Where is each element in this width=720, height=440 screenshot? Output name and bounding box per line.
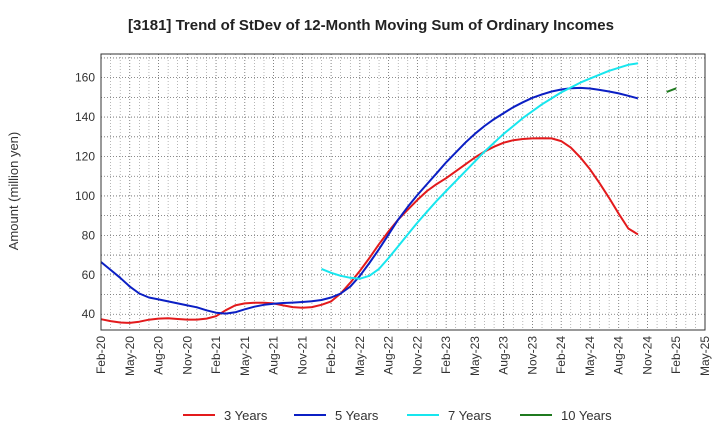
- series-lines: [100, 62, 677, 324]
- x-tick-label: Aug-24: [612, 336, 626, 375]
- x-tick-label: May-24: [583, 336, 597, 376]
- chart-title: [3181] Trend of StDev of 12-Month Moving…: [128, 17, 614, 34]
- plot-area: [100, 53, 706, 331]
- x-tick-label: Nov-21: [295, 336, 309, 375]
- y-tick-label: 140: [75, 110, 95, 124]
- legend: 3 Years 5 Years 7 Years 10 Years: [183, 408, 612, 423]
- x-tick-label: Feb-20: [94, 336, 108, 374]
- y-tick-label: 160: [75, 71, 95, 85]
- x-tick-label: May-22: [353, 336, 367, 376]
- grid-lines: [100, 54, 706, 330]
- y-tick-label: 120: [75, 150, 95, 164]
- legend-label: 7 Years: [448, 408, 492, 423]
- x-tick-label: Nov-20: [180, 336, 194, 375]
- x-axis-ticks: Feb-20 May-20 Aug-20 Nov-20 Feb-21 May-21 Aug-…: [94, 336, 712, 376]
- y-tick-label: 100: [75, 189, 95, 203]
- x-tick-label: Aug-22: [382, 336, 396, 375]
- y-axis-ticks: 40 60 80 100 120 140 160: [75, 71, 95, 322]
- series-line-10-years: [666, 87, 677, 93]
- y-tick-label: 80: [82, 228, 96, 242]
- x-tick-label: Nov-24: [640, 336, 654, 375]
- y-axis-label: Amount (million yen): [6, 132, 21, 251]
- y-tick-label: 40: [82, 307, 96, 321]
- x-tick-label: Aug-23: [497, 336, 511, 375]
- x-tick-label: Feb-24: [554, 336, 568, 374]
- x-tick-label: Aug-20: [152, 336, 166, 375]
- x-tick-label: Nov-22: [410, 336, 424, 375]
- series-line-7-years: [321, 62, 639, 280]
- x-tick-label: May-25: [698, 336, 712, 376]
- legend-label: 10 Years: [561, 408, 612, 423]
- x-tick-label: May-20: [123, 336, 137, 376]
- x-tick-label: Nov-23: [525, 336, 539, 375]
- series-line-5-years: [100, 86, 639, 315]
- x-tick-label: May-23: [468, 336, 482, 376]
- x-tick-label: Aug-21: [267, 336, 281, 375]
- legend-label: 5 Years: [335, 408, 379, 423]
- x-tick-label: Feb-25: [669, 336, 683, 374]
- x-tick-label: Feb-21: [209, 336, 223, 374]
- x-tick-label: May-21: [238, 336, 252, 376]
- x-tick-label: Feb-22: [324, 336, 338, 374]
- y-tick-label: 60: [82, 268, 96, 282]
- x-tick-label: Feb-23: [439, 336, 453, 374]
- legend-label: 3 Years: [224, 408, 268, 423]
- series-line-3-years: [100, 137, 639, 324]
